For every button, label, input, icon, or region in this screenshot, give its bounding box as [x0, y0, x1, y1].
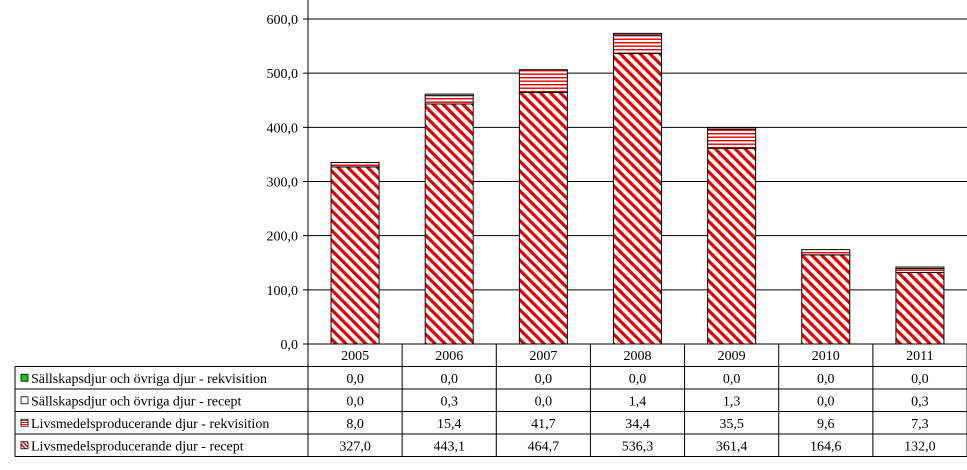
table-cell-value: 34,4: [625, 417, 650, 432]
table-cell-value: 0,0: [440, 372, 458, 387]
legend-key: [20, 441, 29, 450]
table-cell-value: 0,0: [535, 372, 553, 387]
y-tick-label: 200,0: [267, 230, 299, 245]
table-cell-value: 15,4: [437, 417, 462, 432]
table-cell-value: 0,0: [346, 372, 364, 387]
x-category-label: 2007: [529, 349, 557, 364]
y-tick-label: 100,0: [267, 284, 299, 299]
x-category-label: 2006: [435, 349, 463, 364]
bar-segment: [613, 34, 662, 55]
bar-segment: [707, 128, 757, 149]
legend-key: [20, 373, 29, 382]
table-cell-value: 7,3: [911, 417, 929, 432]
table-cell-value: 35,5: [719, 417, 744, 432]
bar-segment: [707, 127, 757, 130]
table-cell-value: 327,0: [339, 439, 371, 454]
x-category-label: 2009: [718, 349, 746, 364]
x-category-label: 2011: [906, 349, 933, 364]
legend-label: Sällskapsdjur och övriga djur - recept: [31, 394, 241, 409]
bar-segment: [518, 69, 568, 93]
bar-segment: [895, 266, 945, 270]
y-tick-label: 600,0: [267, 13, 299, 28]
bar-segment: [613, 32, 662, 36]
legend-label: Sällskapsdjur och övriga djur - rekvisit…: [31, 372, 267, 387]
table-cell-value: 361,4: [716, 439, 748, 454]
bar-segment: [707, 147, 757, 345]
table-cell-value: 1,4: [629, 394, 647, 409]
table-cell-value: 8,0: [346, 417, 364, 432]
bar-segment: [424, 93, 474, 97]
bar-segment: [801, 254, 851, 345]
bar-segment: [330, 166, 380, 345]
y-tick-label: 500,0: [267, 67, 299, 82]
bar-segment: [330, 162, 380, 168]
table-cell-value: 536,3: [622, 439, 654, 454]
bar-segment: [801, 249, 851, 256]
bar-segment: [424, 103, 474, 345]
table-cell-value: 0,3: [440, 394, 458, 409]
table-cell-value: 9,6: [817, 417, 835, 432]
y-tick-label: 400,0: [267, 121, 299, 136]
table-cell-value: 1,3: [723, 394, 741, 409]
table-cell-value: 443,1: [433, 439, 465, 454]
bar-segment: [518, 91, 568, 345]
table-cell-value: 0,0: [346, 394, 364, 409]
legend-label: Livsmedelsproducerande djur - recept: [31, 439, 244, 454]
table-cell-value: 0,0: [817, 372, 835, 387]
legend-label: Livsmedelsproducerande djur - rekvisitio…: [31, 417, 269, 432]
table-cell-value: 0,0: [723, 372, 741, 387]
table-cell-value: 132,0: [904, 439, 936, 454]
table-cell-value: 464,7: [528, 439, 560, 454]
bar-segment: [613, 53, 662, 345]
x-category-label: 2005: [341, 349, 369, 364]
x-category-label: 2010: [812, 349, 840, 364]
bar-segment: [895, 272, 945, 345]
y-tick-label: 0,0: [281, 338, 299, 353]
bar-segment: [424, 95, 474, 105]
x-category-label: 2008: [624, 349, 652, 364]
legend-key: [20, 396, 29, 405]
table-cell-value: 41,7: [531, 417, 556, 432]
table-cell-value: 0,3: [911, 394, 929, 409]
table-cell-value: 0,0: [817, 394, 835, 409]
y-tick-label: 300,0: [267, 176, 299, 191]
table-cell-value: 0,0: [535, 394, 553, 409]
bar-segment: [895, 268, 945, 274]
table-cell-value: 0,0: [629, 372, 647, 387]
table-cell-value: 0,0: [911, 372, 929, 387]
legend-key: [20, 418, 29, 427]
table-cell-value: 164,6: [810, 439, 842, 454]
